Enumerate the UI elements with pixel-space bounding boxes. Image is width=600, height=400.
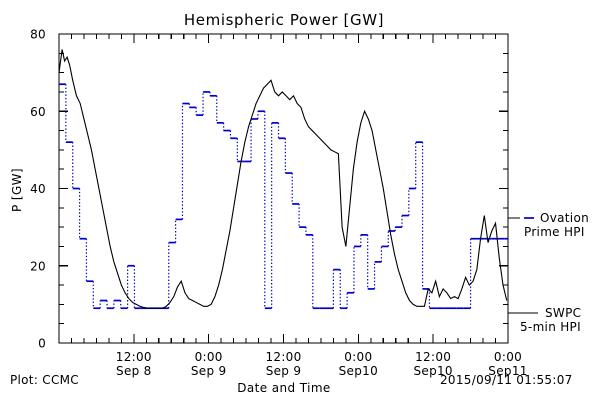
y-tick-label: 0 <box>38 337 46 351</box>
y-axis-ticks: 0 20 40 60 80 <box>30 28 508 351</box>
plot-timestamp: 2015/09/11 01:55:07 <box>440 373 573 387</box>
data-series-layer <box>58 49 508 310</box>
plot-credit-label: Plot: CCMC <box>10 373 79 387</box>
x-tick-label-date: Sep 9 <box>266 364 302 378</box>
plot-frame <box>58 33 509 344</box>
legend-label-ovation-line2: Prime HPI <box>524 225 585 239</box>
x-axis-label: Date and Time <box>237 381 330 395</box>
x-tick-label-time: 12:00 <box>265 350 301 364</box>
x-tick-label-time: 0:00 <box>195 350 223 364</box>
y-tick-label: 60 <box>30 105 46 119</box>
series-ovation-prime-hpi <box>59 83 508 310</box>
x-tick-label-time: 12:00 <box>415 350 451 364</box>
y-tick-label: 20 <box>30 259 46 273</box>
y-tick-label: 40 <box>30 182 46 196</box>
legend-label-ovation-line1: Ovation <box>540 211 589 225</box>
x-tick-label-time: 0:00 <box>494 350 522 364</box>
x-tick-label-date: Sep10 <box>339 364 378 378</box>
legend-label-swpc-line2: 5-min HPI <box>520 320 581 334</box>
x-tick-label-date: Sep 9 <box>191 364 227 378</box>
chart-legend: Ovation Prime HPI SWPC 5-min HPI <box>508 211 589 334</box>
x-tick-label-date: Sep11 <box>488 364 527 378</box>
x-tick-label-date: Sep 8 <box>116 364 152 378</box>
x-tick-label-time: 12:00 <box>116 350 152 364</box>
series-swpc-5min-hpi <box>58 49 508 309</box>
legend-label-swpc-line1: SWPC <box>545 306 581 320</box>
y-axis-label: P [GW] <box>10 168 24 212</box>
y-tick-label: 80 <box>30 28 46 42</box>
x-tick-label-date: Sep10 <box>413 364 452 378</box>
x-tick-label-time: 0:00 <box>344 350 372 364</box>
chart-title: Hemispheric Power [GW] <box>184 11 384 29</box>
